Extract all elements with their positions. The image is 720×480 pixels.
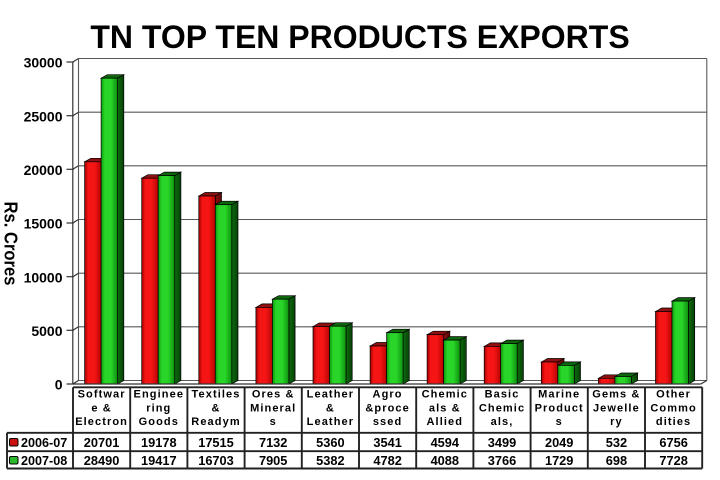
svg-text:Mineral: Mineral bbox=[250, 402, 296, 414]
svg-text:7132: 7132 bbox=[259, 435, 287, 450]
svg-text:TN TOP TEN PRODUCTS EXPORTS: TN TOP TEN PRODUCTS EXPORTS bbox=[90, 19, 629, 55]
svg-text:Softwar: Softwar bbox=[78, 389, 126, 401]
svg-text:Other: Other bbox=[656, 389, 691, 401]
svg-text:ssed: ssed bbox=[373, 416, 402, 428]
svg-text:17515: 17515 bbox=[198, 435, 234, 450]
svg-text:4594: 4594 bbox=[431, 435, 460, 450]
svg-text:Electron: Electron bbox=[75, 416, 128, 428]
svg-text:2006-07: 2006-07 bbox=[21, 436, 67, 450]
svg-text:1729: 1729 bbox=[545, 453, 573, 468]
svg-text:&: & bbox=[326, 402, 335, 414]
svg-text:Ores &: Ores & bbox=[252, 389, 295, 401]
svg-text:4088: 4088 bbox=[431, 453, 459, 468]
svg-text:Jewelle: Jewelle bbox=[593, 402, 640, 414]
svg-text:7728: 7728 bbox=[659, 453, 687, 468]
svg-text:20701: 20701 bbox=[84, 435, 120, 450]
svg-text:Enginee: Enginee bbox=[134, 389, 185, 401]
svg-text:698: 698 bbox=[606, 453, 627, 468]
svg-text:als,: als, bbox=[491, 416, 514, 428]
svg-text:7905: 7905 bbox=[259, 453, 287, 468]
svg-text:Rs. Crores: Rs. Crores bbox=[1, 202, 21, 286]
svg-text:Readym: Readym bbox=[191, 416, 240, 428]
svg-text:Product: Product bbox=[535, 402, 584, 414]
svg-text:16703: 16703 bbox=[198, 453, 234, 468]
svg-text:als &: als & bbox=[429, 402, 461, 414]
svg-text:Commo: Commo bbox=[650, 402, 696, 414]
svg-text:Basic: Basic bbox=[485, 389, 520, 401]
svg-text:&proce: &proce bbox=[365, 402, 410, 414]
svg-text:15000: 15000 bbox=[24, 216, 63, 232]
svg-text:dities: dities bbox=[656, 416, 691, 428]
svg-text:25000: 25000 bbox=[24, 108, 63, 124]
svg-text:s: s bbox=[556, 416, 563, 428]
svg-text:Agro: Agro bbox=[373, 389, 403, 401]
svg-text:Marine: Marine bbox=[538, 389, 580, 401]
svg-text:0: 0 bbox=[55, 377, 63, 393]
svg-text:e &: e & bbox=[91, 402, 111, 414]
svg-text:Leather: Leather bbox=[307, 416, 354, 428]
svg-text:Leather: Leather bbox=[307, 389, 354, 401]
svg-text:Gems &: Gems & bbox=[592, 389, 640, 401]
svg-text:532: 532 bbox=[606, 435, 627, 450]
svg-text:Textiles: Textiles bbox=[192, 389, 241, 401]
svg-text:19178: 19178 bbox=[141, 435, 177, 450]
svg-text:28490: 28490 bbox=[84, 453, 120, 468]
svg-text:3766: 3766 bbox=[488, 453, 516, 468]
svg-text:Allied: Allied bbox=[427, 416, 464, 428]
svg-text:3541: 3541 bbox=[373, 435, 401, 450]
svg-text:20000: 20000 bbox=[24, 162, 63, 178]
svg-text:2007-08: 2007-08 bbox=[21, 454, 67, 468]
svg-text:s: s bbox=[270, 416, 277, 428]
svg-text:5000: 5000 bbox=[31, 323, 62, 339]
svg-text:5360: 5360 bbox=[316, 435, 344, 450]
svg-text:2049: 2049 bbox=[545, 435, 573, 450]
svg-text:30000: 30000 bbox=[24, 55, 63, 71]
svg-text:4782: 4782 bbox=[373, 453, 401, 468]
svg-text:10000: 10000 bbox=[24, 269, 63, 285]
svg-text:6756: 6756 bbox=[659, 435, 687, 450]
svg-text:&: & bbox=[211, 402, 220, 414]
svg-text:3499: 3499 bbox=[488, 435, 516, 450]
svg-text:5382: 5382 bbox=[316, 453, 344, 468]
svg-text:Goods: Goods bbox=[139, 416, 179, 428]
svg-text:Chemic: Chemic bbox=[422, 389, 468, 401]
svg-text:ring: ring bbox=[146, 402, 171, 414]
svg-text:19417: 19417 bbox=[141, 453, 177, 468]
svg-text:ry: ry bbox=[610, 416, 623, 428]
svg-text:Chemic: Chemic bbox=[479, 402, 525, 414]
